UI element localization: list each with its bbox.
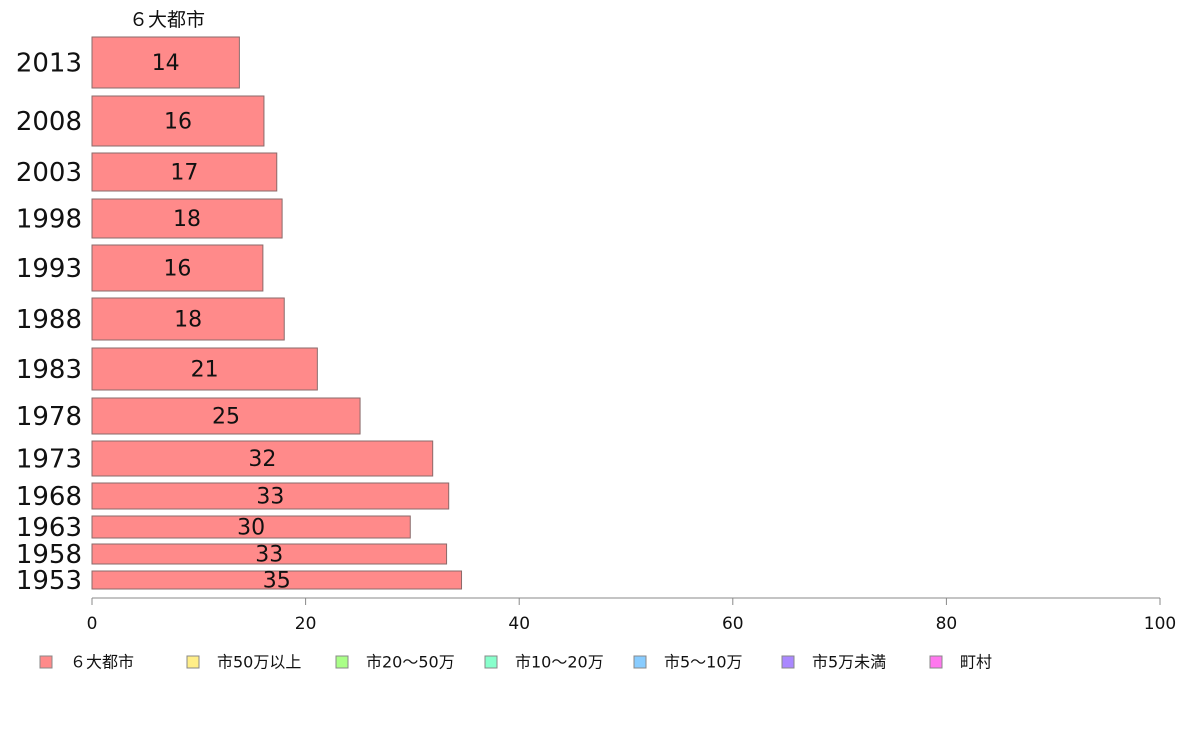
bar-value-label-1973: 32 [248, 447, 276, 472]
legend-swatch-6 [929, 655, 943, 669]
bar-1993 [91, 244, 264, 292]
legend-swatch-5 [781, 655, 795, 669]
bar-value-label-2008: 16 [164, 110, 192, 135]
legend-label-1: 市50万以上 [217, 653, 301, 672]
x-tick-label-100: 100 [1144, 614, 1176, 634]
bar-value-label-1988: 18 [174, 308, 202, 333]
bar-1958 [91, 543, 448, 565]
bar-value-label-2003: 17 [170, 161, 198, 186]
bar-value-label-2013: 14 [152, 51, 180, 76]
bar-1953 [91, 570, 463, 590]
legend-swatch-2 [335, 655, 349, 669]
bar-2008 [91, 95, 265, 147]
bar-1998 [91, 198, 283, 239]
legend-label-5: 市5万未満 [812, 653, 886, 672]
year-label-1968: 1968 [16, 482, 82, 512]
bar-value-label-1978: 25 [212, 405, 240, 430]
bar-1978 [91, 397, 361, 435]
legend-swatch-4 [633, 655, 647, 669]
legend-label-0: ６大都市 [70, 653, 134, 672]
bar-2003 [91, 152, 278, 192]
year-label-1998: 1998 [16, 205, 82, 235]
legend-swatch-1 [186, 655, 200, 669]
bar-1983 [91, 347, 318, 391]
bar-1968 [91, 482, 450, 510]
x-tick-label-80: 80 [936, 614, 958, 634]
year-label-1978: 1978 [16, 402, 82, 432]
year-label-1993: 1993 [16, 254, 82, 284]
bar-2013 [91, 36, 240, 89]
legend-swatch-3 [484, 655, 498, 669]
bar-1988 [91, 297, 285, 341]
year-label-1988: 1988 [16, 305, 82, 335]
year-label-1973: 1973 [16, 445, 82, 475]
year-label-2008: 2008 [16, 107, 82, 137]
x-tick-label-20: 20 [295, 614, 317, 634]
column-header: ６大都市 [129, 9, 205, 31]
year-label-1953: 1953 [16, 566, 82, 596]
bar-value-label-1953: 35 [263, 569, 291, 594]
bar-value-label-1983: 21 [191, 358, 219, 383]
bar-value-label-1968: 33 [256, 485, 284, 510]
x-tick-label-60: 60 [722, 614, 744, 634]
x-tick-label-40: 40 [508, 614, 530, 634]
bar-value-label-1998: 18 [173, 207, 201, 232]
legend-label-2: 市20〜50万 [366, 653, 455, 672]
legend-swatch-0 [39, 655, 53, 669]
bar-1973 [91, 440, 434, 477]
legend-label-3: 市10〜20万 [515, 653, 604, 672]
year-label-1958: 1958 [16, 540, 82, 570]
legend-label-4: 市5〜10万 [664, 653, 743, 672]
x-tick-label-0: 0 [87, 614, 98, 634]
year-label-2003: 2003 [16, 158, 82, 188]
bar-value-label-1958: 33 [255, 543, 283, 568]
bar-value-label-1993: 16 [163, 257, 191, 282]
bar-1963 [91, 515, 411, 539]
bar-value-label-1963: 30 [237, 516, 265, 541]
legend-label-6: 町村 [960, 653, 992, 672]
year-label-1983: 1983 [16, 355, 82, 385]
year-label-1963: 1963 [16, 513, 82, 543]
year-label-2013: 2013 [16, 49, 82, 79]
